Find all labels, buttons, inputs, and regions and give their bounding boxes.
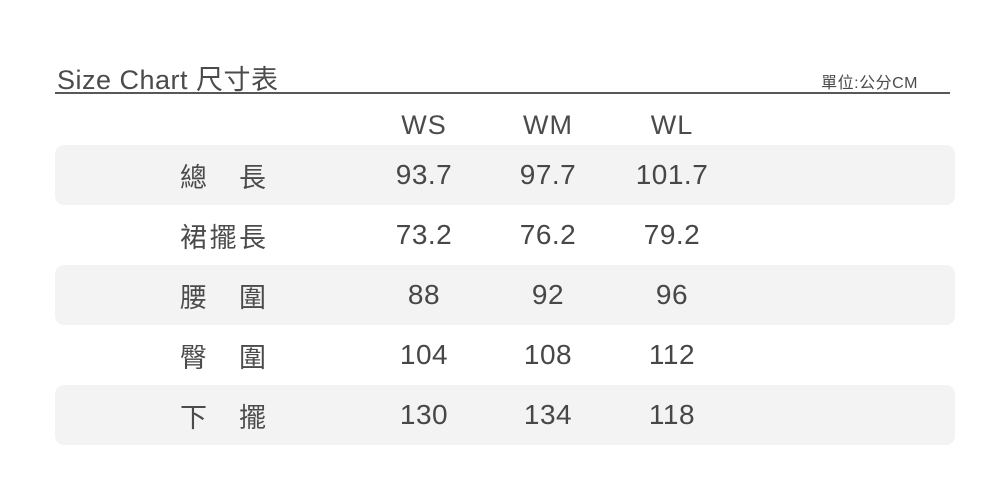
row-label: 腰圍 bbox=[180, 282, 266, 313]
cell-value: 130 bbox=[399, 399, 449, 430]
size-chart-table: WS WM WL 總長 93.7 97.7 101.7 裙擺長 73.2 76.… bbox=[55, 105, 955, 445]
cell-value: 76.2 bbox=[519, 219, 577, 250]
cell-value: 92 bbox=[531, 279, 565, 310]
row-label: 下擺 bbox=[180, 402, 266, 433]
cell-value: 104 bbox=[399, 339, 449, 370]
cell-value: 73.2 bbox=[395, 219, 453, 250]
cell-value: 101.7 bbox=[635, 159, 709, 190]
row-label: 裙擺長 bbox=[180, 222, 266, 253]
page-title: Size Chart 尺寸表 bbox=[57, 65, 279, 95]
cell-value: 118 bbox=[648, 399, 696, 430]
cell-value: 79.2 bbox=[643, 219, 701, 250]
table-row-hip: 臀圍 104 108 112 bbox=[55, 325, 955, 385]
cell-value: 96 bbox=[655, 279, 689, 310]
title-divider bbox=[55, 92, 950, 94]
column-header-ws: WS bbox=[401, 109, 447, 140]
cell-value: 112 bbox=[648, 339, 696, 370]
table-row-waist: 腰圍 88 92 96 bbox=[55, 265, 955, 325]
column-header-wl: WL bbox=[650, 109, 694, 140]
table-header-row: WS WM WL bbox=[55, 105, 955, 145]
unit-label: 單位:公分CM bbox=[821, 75, 918, 92]
row-label: 臀圍 bbox=[180, 342, 266, 373]
cell-value: 88 bbox=[407, 279, 441, 310]
cell-value: 93.7 bbox=[395, 159, 453, 190]
table-row-hem: 下擺 130 134 118 bbox=[55, 385, 955, 445]
table-row-skirt-length: 裙擺長 73.2 76.2 79.2 bbox=[55, 205, 955, 265]
column-header-wm: WM bbox=[523, 109, 573, 140]
cell-value: 108 bbox=[523, 339, 573, 370]
table-row-total-length: 總長 93.7 97.7 101.7 bbox=[55, 145, 955, 205]
cell-value: 134 bbox=[523, 399, 573, 430]
cell-value: 97.7 bbox=[519, 159, 577, 190]
row-label: 總長 bbox=[180, 162, 266, 193]
